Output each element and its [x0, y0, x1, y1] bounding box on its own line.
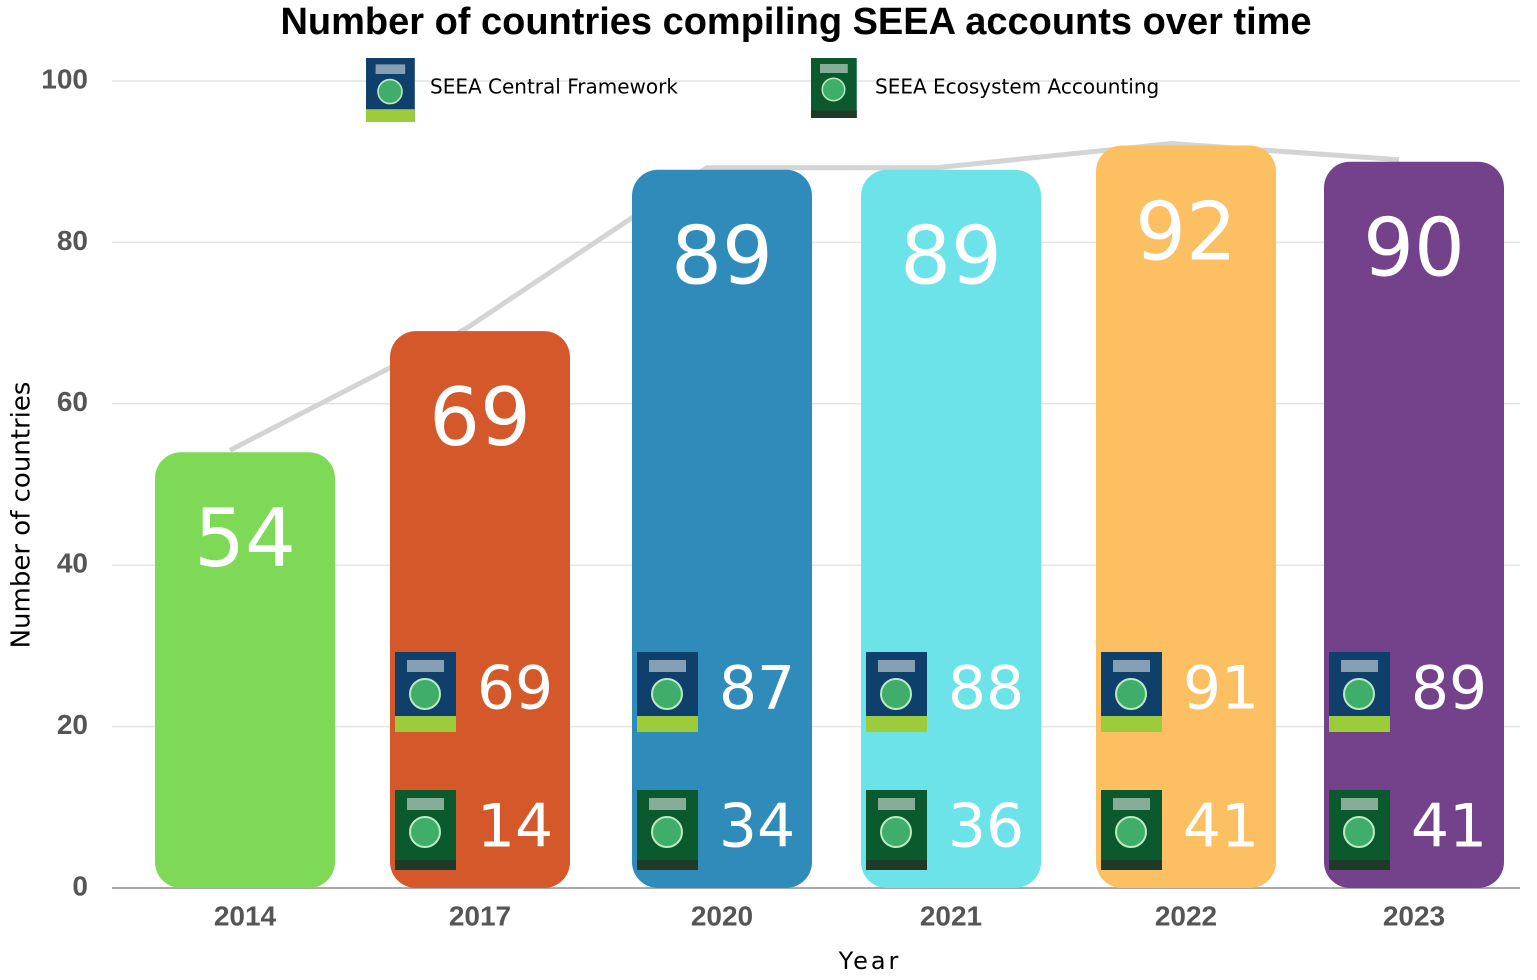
central-framework-icon	[395, 652, 456, 732]
ecosystem-icon	[1101, 790, 1162, 870]
icon-globe	[822, 78, 845, 101]
icon-strip	[866, 716, 927, 732]
icon-globe	[652, 817, 682, 847]
icon-title	[649, 798, 686, 810]
icon-title	[1341, 798, 1378, 810]
icon-strip	[637, 860, 698, 870]
icon-globe	[1344, 817, 1374, 847]
series-value-label: 87	[719, 654, 795, 724]
value-label: 69	[429, 371, 531, 464]
icon-strip	[395, 860, 456, 870]
x-tick-label: 2014	[214, 900, 277, 931]
legend-label: SEEA Ecosystem Accounting	[875, 75, 1159, 99]
value-label: 89	[900, 210, 1002, 303]
icon-strip	[1329, 716, 1390, 732]
icon-title	[1113, 660, 1150, 672]
icon-strip	[866, 860, 927, 870]
x-axis-label: Year	[838, 947, 902, 975]
series-value-label: 91	[1183, 654, 1259, 724]
icon-title	[1341, 660, 1378, 672]
value-label: 90	[1363, 202, 1465, 295]
y-tick-label: 60	[57, 386, 88, 417]
icon-title	[878, 660, 915, 672]
x-tick-label: 2020	[691, 900, 753, 931]
icon-strip	[1101, 860, 1162, 870]
ecosystem-icon	[811, 58, 857, 118]
central-framework-icon	[1101, 652, 1162, 732]
series-value-label: 34	[719, 792, 795, 862]
x-tick-label: 2017	[449, 900, 511, 931]
x-tick-label: 2021	[920, 900, 982, 931]
icon-globe	[410, 679, 440, 709]
icon-strip	[366, 109, 415, 122]
icon-strip	[637, 716, 698, 732]
central-framework-icon	[637, 652, 698, 732]
central-framework-icon	[366, 58, 415, 122]
icon-strip	[811, 111, 857, 119]
ecosystem-icon	[395, 790, 456, 870]
y-tick-label: 80	[57, 225, 88, 256]
icon-strip	[395, 716, 456, 732]
icon-title	[1113, 798, 1150, 810]
y-tick-label: 0	[72, 870, 88, 901]
y-tick-label: 40	[57, 548, 88, 579]
central-framework-icon	[1329, 652, 1390, 732]
icon-globe	[378, 80, 402, 104]
icon-globe	[881, 679, 911, 709]
value-label: 54	[194, 492, 296, 585]
ecosystem-icon	[866, 790, 927, 870]
series-value-label: 14	[477, 792, 553, 862]
series-value-label: 69	[477, 654, 553, 724]
y-axis-label: Number of countries	[7, 382, 37, 649]
icon-globe	[410, 817, 440, 847]
icon-globe	[881, 817, 911, 847]
series-value-label: 89	[1411, 654, 1487, 724]
chart-title: Number of countries compiling SEEA accou…	[280, 1, 1311, 43]
y-tick-label: 100	[41, 63, 88, 94]
icon-globe	[1344, 679, 1374, 709]
legend-label: SEEA Central Framework	[430, 75, 678, 99]
icon-globe	[1116, 679, 1146, 709]
value-label: 92	[1135, 186, 1237, 279]
ecosystem-icon	[1329, 790, 1390, 870]
series-value-label: 41	[1183, 792, 1259, 862]
y-tick-label: 20	[57, 709, 88, 740]
central-framework-icon	[866, 652, 927, 732]
chart: Number of countries compiling SEEA accou…	[0, 0, 1537, 980]
icon-title	[649, 660, 686, 672]
series-value-label: 36	[948, 792, 1024, 862]
ecosystem-icon	[637, 790, 698, 870]
icon-globe	[652, 679, 682, 709]
x-tick-label: 2022	[1155, 900, 1217, 931]
icon-strip	[1101, 716, 1162, 732]
x-tick-label: 2023	[1383, 900, 1445, 931]
series-value-label: 88	[948, 654, 1024, 724]
icon-strip	[1329, 860, 1390, 870]
icon-title	[820, 64, 848, 73]
icon-title	[878, 798, 915, 810]
value-label: 89	[671, 210, 773, 303]
series-value-label: 41	[1411, 792, 1487, 862]
icon-title	[407, 660, 444, 672]
icon-globe	[1116, 817, 1146, 847]
icon-title	[376, 64, 406, 74]
icon-title	[407, 798, 444, 810]
